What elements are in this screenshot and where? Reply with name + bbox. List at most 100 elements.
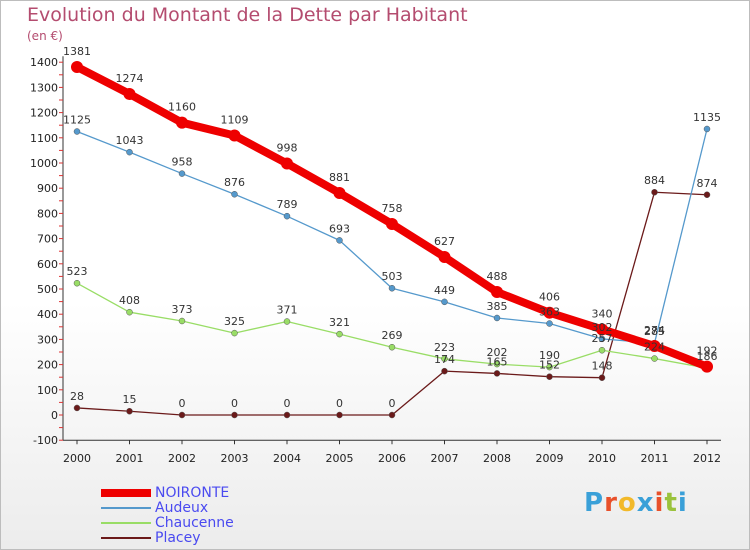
data-label-chaucenne: 321 [329, 316, 350, 329]
data-point-chaucenne [73, 279, 81, 287]
chart-title: Evolution du Montant de la Dette par Hab… [27, 4, 468, 26]
data-label-noironte: 406 [539, 291, 560, 304]
data-label-placey: 148 [592, 360, 613, 373]
series-layer [71, 60, 713, 419]
y-tick-label: 900 [37, 182, 58, 195]
data-label-placey: 874 [697, 177, 718, 190]
legend-label: Placey [155, 530, 201, 546]
data-label-chaucenne: 224 [644, 341, 665, 354]
data-point-audeux [336, 237, 343, 244]
data-label-placey: 0 [336, 397, 343, 410]
data-point-placey [178, 411, 186, 419]
data-label-placey: 0 [389, 397, 396, 410]
data-label-audeux: 363 [539, 306, 560, 319]
data-label-placey: 174 [434, 353, 455, 366]
x-tick-label: 2002 [168, 452, 196, 465]
data-label-audeux: 958 [172, 156, 193, 169]
data-point-chaucenne [598, 346, 606, 354]
legend-swatch [101, 537, 151, 539]
x-tick-label: 2004 [273, 452, 301, 465]
data-label-chaucenne: 223 [434, 341, 455, 354]
x-tick-label: 2010 [588, 452, 616, 465]
data-point-placey [703, 191, 711, 199]
data-label-noironte: 340 [592, 307, 613, 320]
data-point-chaucenne [651, 355, 658, 362]
data-label-chaucenne: 202 [487, 346, 508, 359]
data-point-noironte [438, 250, 451, 263]
data-point-chaucenne [336, 330, 343, 338]
data-label-chaucenne: 523 [67, 265, 88, 278]
x-tick-label: 2003 [221, 452, 249, 465]
data-label-audeux: 1125 [63, 114, 91, 127]
data-label-noironte: 1109 [221, 114, 249, 127]
data-label-placey: 28 [70, 390, 84, 403]
data-label-noironte: 627 [434, 235, 455, 248]
data-label-noironte: 758 [382, 202, 403, 215]
data-point-audeux [493, 314, 501, 322]
data-point-audeux [703, 125, 711, 133]
logo-letter: i [677, 488, 688, 518]
data-point-noironte [123, 87, 136, 100]
y-tick-label: 500 [37, 283, 58, 296]
y-tick-label: 1100 [30, 132, 58, 145]
data-label-placey: 884 [644, 174, 665, 187]
data-point-placey [388, 411, 396, 419]
y-tick-label: -100 [33, 434, 58, 447]
y-tick-label: 0 [51, 409, 58, 422]
line-chart: -100010020030040050060070080090010001100… [30, 45, 721, 465]
data-point-noironte [543, 306, 556, 319]
data-point-placey [73, 404, 81, 412]
data-point-noironte [333, 186, 346, 199]
data-label-placey: 152 [539, 359, 560, 372]
data-point-noironte [648, 339, 661, 352]
x-tick-label: 2001 [116, 452, 144, 465]
data-point-chaucenne [441, 355, 448, 363]
data-label-placey: 15 [123, 393, 137, 406]
data-label-audeux: 449 [434, 284, 455, 297]
data-label-chaucenne: 186 [697, 350, 718, 363]
data-label-audeux: 876 [224, 176, 245, 189]
data-point-placey [441, 367, 448, 375]
legend-swatch [101, 507, 151, 509]
logo-letter: x [636, 488, 655, 518]
y-tick-label: 800 [37, 207, 58, 220]
data-label-audeux: 789 [277, 198, 298, 211]
data-label-noironte: 1274 [116, 72, 144, 85]
data-point-noironte [71, 60, 83, 73]
data-point-audeux [73, 128, 81, 135]
data-point-placey [231, 411, 238, 419]
logo-letter: t [664, 488, 678, 518]
x-tick-label: 2012 [693, 452, 721, 465]
legend-swatch [101, 489, 151, 497]
data-point-noironte [491, 286, 503, 299]
x-tick-label: 2009 [536, 452, 564, 465]
data-point-noironte [701, 360, 713, 373]
data-point-noironte [386, 217, 398, 230]
logo-letter: r [604, 488, 618, 518]
logo-letter: o [617, 488, 637, 518]
data-label-noironte: 998 [277, 142, 298, 155]
data-point-noironte [228, 129, 241, 142]
y-tick-label: 1200 [30, 107, 58, 120]
data-point-placey [126, 407, 133, 415]
data-label-audeux: 693 [329, 222, 350, 235]
data-label-noironte: 274 [644, 324, 665, 337]
data-point-noironte [596, 323, 608, 336]
data-label-placey: 165 [487, 355, 508, 368]
x-tick-label: 2011 [641, 452, 669, 465]
data-point-audeux [178, 170, 186, 177]
legend-label: Audeux [155, 500, 209, 516]
logo-letter: P [584, 488, 605, 518]
data-label-audeux: 285 [644, 325, 665, 338]
data-point-placey [493, 370, 501, 377]
data-label-noironte: 881 [329, 171, 350, 184]
chart-unit-label: (en €) [27, 29, 63, 43]
data-label-audeux: 1135 [693, 111, 721, 124]
data-label-audeux: 302 [592, 321, 613, 334]
data-point-audeux [546, 320, 553, 327]
y-tick-label: 1000 [30, 157, 58, 170]
data-label-noironte: 192 [697, 345, 718, 358]
data-label-chaucenne: 257 [592, 332, 613, 345]
data-point-chaucenne [231, 329, 238, 337]
